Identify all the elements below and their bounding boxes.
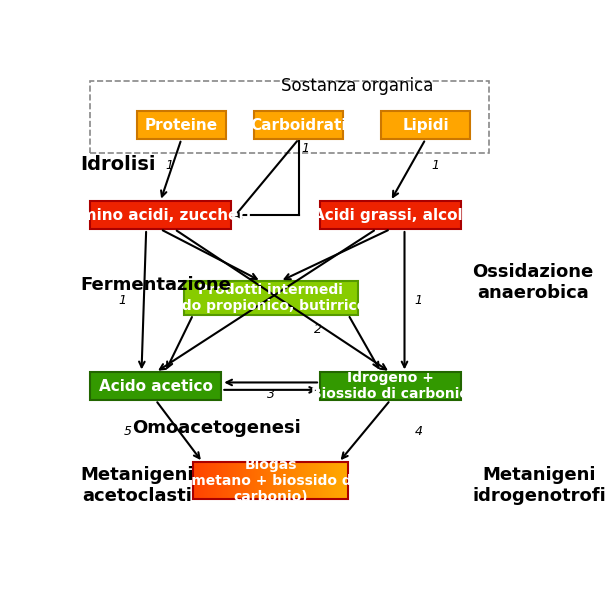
Text: Proteine: Proteine [145,118,218,133]
FancyBboxPatch shape [255,111,344,139]
Text: 1: 1 [165,159,174,172]
Text: 4: 4 [415,425,422,438]
FancyBboxPatch shape [381,111,470,139]
Text: 3: 3 [267,388,275,401]
Text: Metanigeni
idrogenotrofi: Metanigeni idrogenotrofi [473,466,606,505]
FancyBboxPatch shape [90,202,231,229]
Text: Idrolisi: Idrolisi [81,155,156,174]
Text: Amino acidi, zuccheri: Amino acidi, zuccheri [69,208,251,223]
Text: Carboidrati: Carboidrati [251,118,347,133]
FancyBboxPatch shape [320,372,461,400]
Text: 1: 1 [302,142,310,155]
Text: 1: 1 [415,294,422,307]
Text: 5: 5 [124,425,132,438]
Text: Acido acetico: Acido acetico [99,379,213,394]
FancyBboxPatch shape [320,202,461,229]
Text: Omoacetogenesi: Omoacetogenesi [132,419,301,437]
Text: Idrogeno +
Biossido di carbonio: Idrogeno + Biossido di carbonio [311,371,470,401]
Text: Biogas
(metano + biossido di
carbonio): Biogas (metano + biossido di carbonio) [185,458,356,504]
Text: 1: 1 [119,294,127,307]
Text: Prodotti intermedi
(acido propionico, butirrico...): Prodotti intermedi (acido propionico, bu… [153,283,388,313]
FancyBboxPatch shape [90,372,221,400]
Text: Ossidazione
anaerobica: Ossidazione anaerobica [473,263,594,302]
Text: Sostanza organica: Sostanza organica [281,77,434,95]
FancyBboxPatch shape [137,111,226,139]
Text: 2: 2 [314,323,322,336]
Text: Metanigeni
acetoclasti: Metanigeni acetoclasti [81,466,194,505]
FancyBboxPatch shape [184,281,358,314]
Text: Fermentazione: Fermentazione [81,275,231,293]
Text: Acidi grassi, alcoli: Acidi grassi, alcoli [313,208,468,223]
Text: Lipidi: Lipidi [402,118,449,133]
Text: 1: 1 [431,159,439,172]
